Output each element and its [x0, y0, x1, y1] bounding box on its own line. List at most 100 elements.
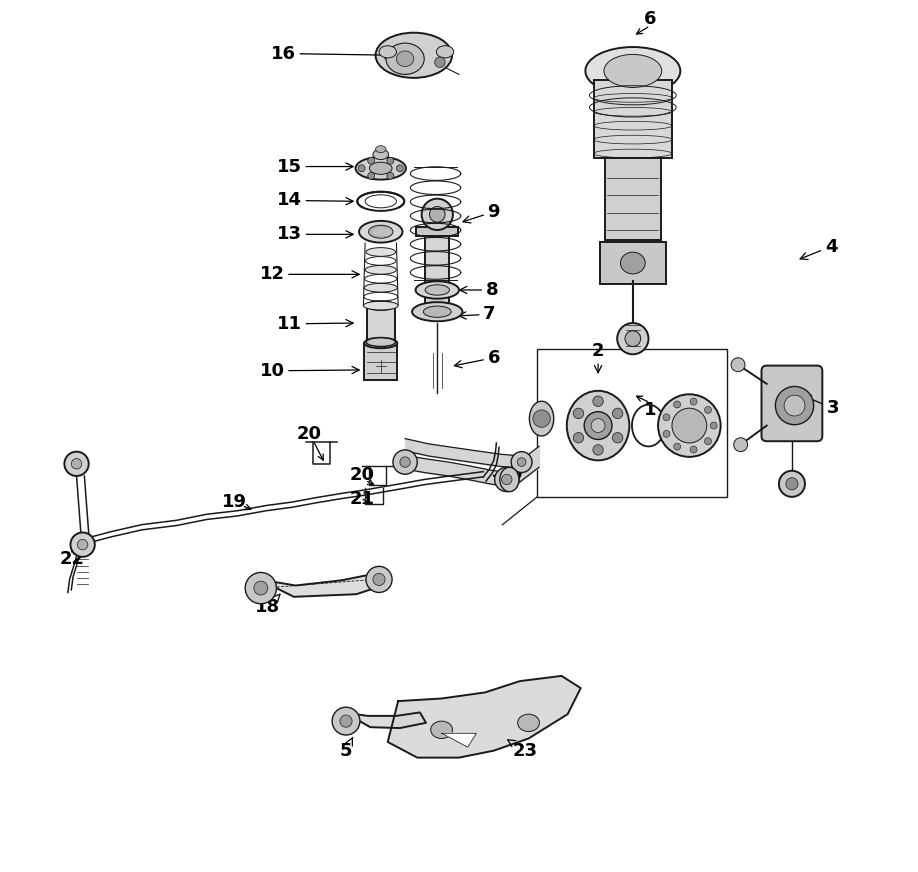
- Circle shape: [245, 572, 276, 603]
- Ellipse shape: [621, 252, 645, 274]
- Text: 7: 7: [459, 305, 496, 324]
- Circle shape: [71, 533, 95, 557]
- Circle shape: [434, 57, 445, 67]
- Text: 21: 21: [349, 489, 375, 508]
- Circle shape: [625, 330, 641, 346]
- Text: 3: 3: [803, 395, 839, 417]
- Ellipse shape: [416, 282, 459, 299]
- Text: 6: 6: [454, 349, 500, 368]
- Ellipse shape: [412, 302, 463, 321]
- Circle shape: [368, 157, 375, 164]
- Ellipse shape: [365, 265, 397, 274]
- Ellipse shape: [359, 221, 402, 242]
- Circle shape: [397, 165, 403, 172]
- FancyBboxPatch shape: [762, 365, 823, 441]
- Circle shape: [511, 452, 532, 473]
- Circle shape: [532, 410, 550, 427]
- Circle shape: [690, 399, 697, 405]
- Circle shape: [393, 450, 418, 474]
- Text: 12: 12: [260, 265, 359, 283]
- Circle shape: [617, 323, 648, 354]
- Text: 17: 17: [493, 473, 523, 490]
- Ellipse shape: [379, 45, 397, 58]
- Text: 14: 14: [277, 192, 353, 209]
- Ellipse shape: [604, 54, 662, 87]
- Circle shape: [704, 406, 711, 413]
- Bar: [599, 242, 666, 284]
- Circle shape: [612, 433, 622, 443]
- Bar: [425, 236, 450, 318]
- Polygon shape: [259, 573, 387, 596]
- Circle shape: [593, 445, 603, 455]
- Text: 1: 1: [644, 401, 656, 419]
- Bar: [417, 228, 458, 236]
- Circle shape: [584, 412, 612, 439]
- Ellipse shape: [586, 47, 680, 95]
- Text: 20: 20: [297, 426, 322, 443]
- Text: 2: 2: [592, 342, 604, 372]
- Ellipse shape: [566, 391, 630, 460]
- Ellipse shape: [355, 157, 406, 180]
- Circle shape: [64, 452, 89, 476]
- Ellipse shape: [366, 337, 396, 346]
- Circle shape: [366, 567, 392, 592]
- Circle shape: [358, 165, 365, 172]
- Polygon shape: [442, 733, 476, 747]
- Polygon shape: [344, 712, 426, 728]
- Circle shape: [340, 715, 353, 727]
- Text: 9: 9: [463, 203, 500, 223]
- Text: 15: 15: [277, 158, 353, 175]
- Text: 6: 6: [644, 10, 656, 28]
- Ellipse shape: [364, 283, 397, 292]
- Circle shape: [733, 438, 747, 452]
- Circle shape: [332, 707, 360, 735]
- Circle shape: [731, 358, 745, 371]
- Ellipse shape: [423, 306, 451, 317]
- Circle shape: [711, 422, 717, 429]
- Text: 16: 16: [271, 44, 392, 63]
- Bar: [367, 305, 395, 342]
- Text: 8: 8: [460, 281, 498, 299]
- Circle shape: [663, 431, 670, 438]
- Ellipse shape: [364, 337, 397, 348]
- Ellipse shape: [397, 51, 414, 66]
- Ellipse shape: [364, 301, 398, 310]
- Circle shape: [386, 157, 394, 164]
- Circle shape: [690, 446, 697, 453]
- Circle shape: [368, 173, 375, 180]
- Polygon shape: [387, 676, 581, 758]
- Circle shape: [373, 573, 386, 585]
- Circle shape: [704, 438, 711, 445]
- Ellipse shape: [366, 301, 396, 310]
- Circle shape: [776, 386, 813, 425]
- Bar: [605, 158, 661, 241]
- Circle shape: [593, 396, 603, 406]
- Circle shape: [400, 457, 410, 467]
- Ellipse shape: [436, 45, 453, 58]
- Circle shape: [672, 408, 707, 443]
- Ellipse shape: [530, 401, 554, 436]
- Circle shape: [495, 467, 519, 492]
- Text: 11: 11: [277, 315, 353, 333]
- Circle shape: [77, 540, 88, 550]
- Ellipse shape: [375, 146, 386, 153]
- Bar: [594, 79, 672, 158]
- Circle shape: [778, 471, 805, 497]
- Circle shape: [254, 581, 268, 595]
- Ellipse shape: [373, 149, 388, 160]
- Circle shape: [784, 395, 805, 416]
- Circle shape: [674, 443, 680, 450]
- Circle shape: [72, 459, 82, 469]
- Circle shape: [573, 433, 584, 443]
- Circle shape: [501, 474, 512, 485]
- Text: 18: 18: [255, 594, 280, 617]
- Ellipse shape: [500, 467, 519, 492]
- Circle shape: [573, 408, 584, 419]
- Circle shape: [421, 199, 453, 230]
- Bar: [364, 343, 397, 379]
- Ellipse shape: [431, 721, 453, 739]
- Ellipse shape: [369, 225, 393, 238]
- Circle shape: [663, 414, 670, 420]
- Text: 5: 5: [340, 738, 353, 760]
- Circle shape: [612, 408, 622, 419]
